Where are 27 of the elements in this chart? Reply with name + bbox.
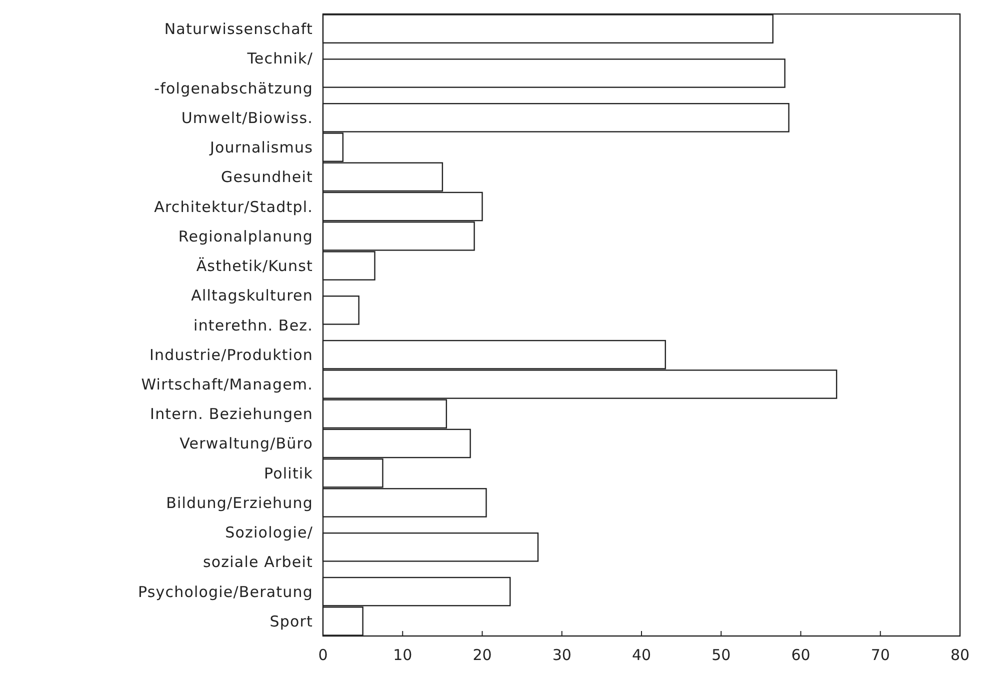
x-tick-label: 50	[712, 646, 731, 664]
y-tick-label: Bildung/Erziehung	[166, 494, 313, 512]
x-tick-label: 60	[791, 646, 810, 664]
x-tick-label: 0	[318, 646, 328, 664]
x-tick-label: 10	[393, 646, 412, 664]
x-tick-label: 20	[472, 646, 492, 664]
y-tick-label: Verwaltung/Büro	[180, 434, 313, 453]
y-tick-label: Intern. Beziehungen	[150, 405, 313, 424]
y-tick-label: Technik/ -folgenabschätzung	[154, 50, 314, 98]
y-tick-label: Ästhetik/Kunst	[196, 257, 313, 276]
y-tick-label: Regionalplanung	[178, 227, 313, 246]
y-tick-label: Alltagskulturen interethn. Bez.	[191, 286, 313, 334]
y-tick-label: Industrie/Produktion	[149, 346, 313, 364]
x-tick-label: 80	[950, 646, 970, 664]
y-tick-label: Psychologie/Beratung	[138, 582, 313, 601]
y-tick-label: Journalismus	[209, 138, 313, 157]
x-tick-label: 40	[632, 646, 652, 664]
y-tick-label: Umwelt/Biowiss.	[181, 108, 313, 127]
y-tick-label: Wirtschaft/Managem.	[141, 375, 313, 394]
y-tick-label: Architektur/Stadtpl.	[154, 198, 313, 216]
y-tick-label: Gesundheit	[221, 168, 313, 186]
y-tick-label: Soziologie/ soziale Arbeit	[202, 524, 314, 572]
y-tick-label: Sport	[270, 612, 313, 630]
y-tick-label: Naturwissenschaft	[164, 20, 313, 38]
y-tick-label: Politik	[264, 464, 313, 482]
x-tick-label: 70	[870, 646, 890, 664]
x-tick-label: 30	[552, 646, 572, 664]
